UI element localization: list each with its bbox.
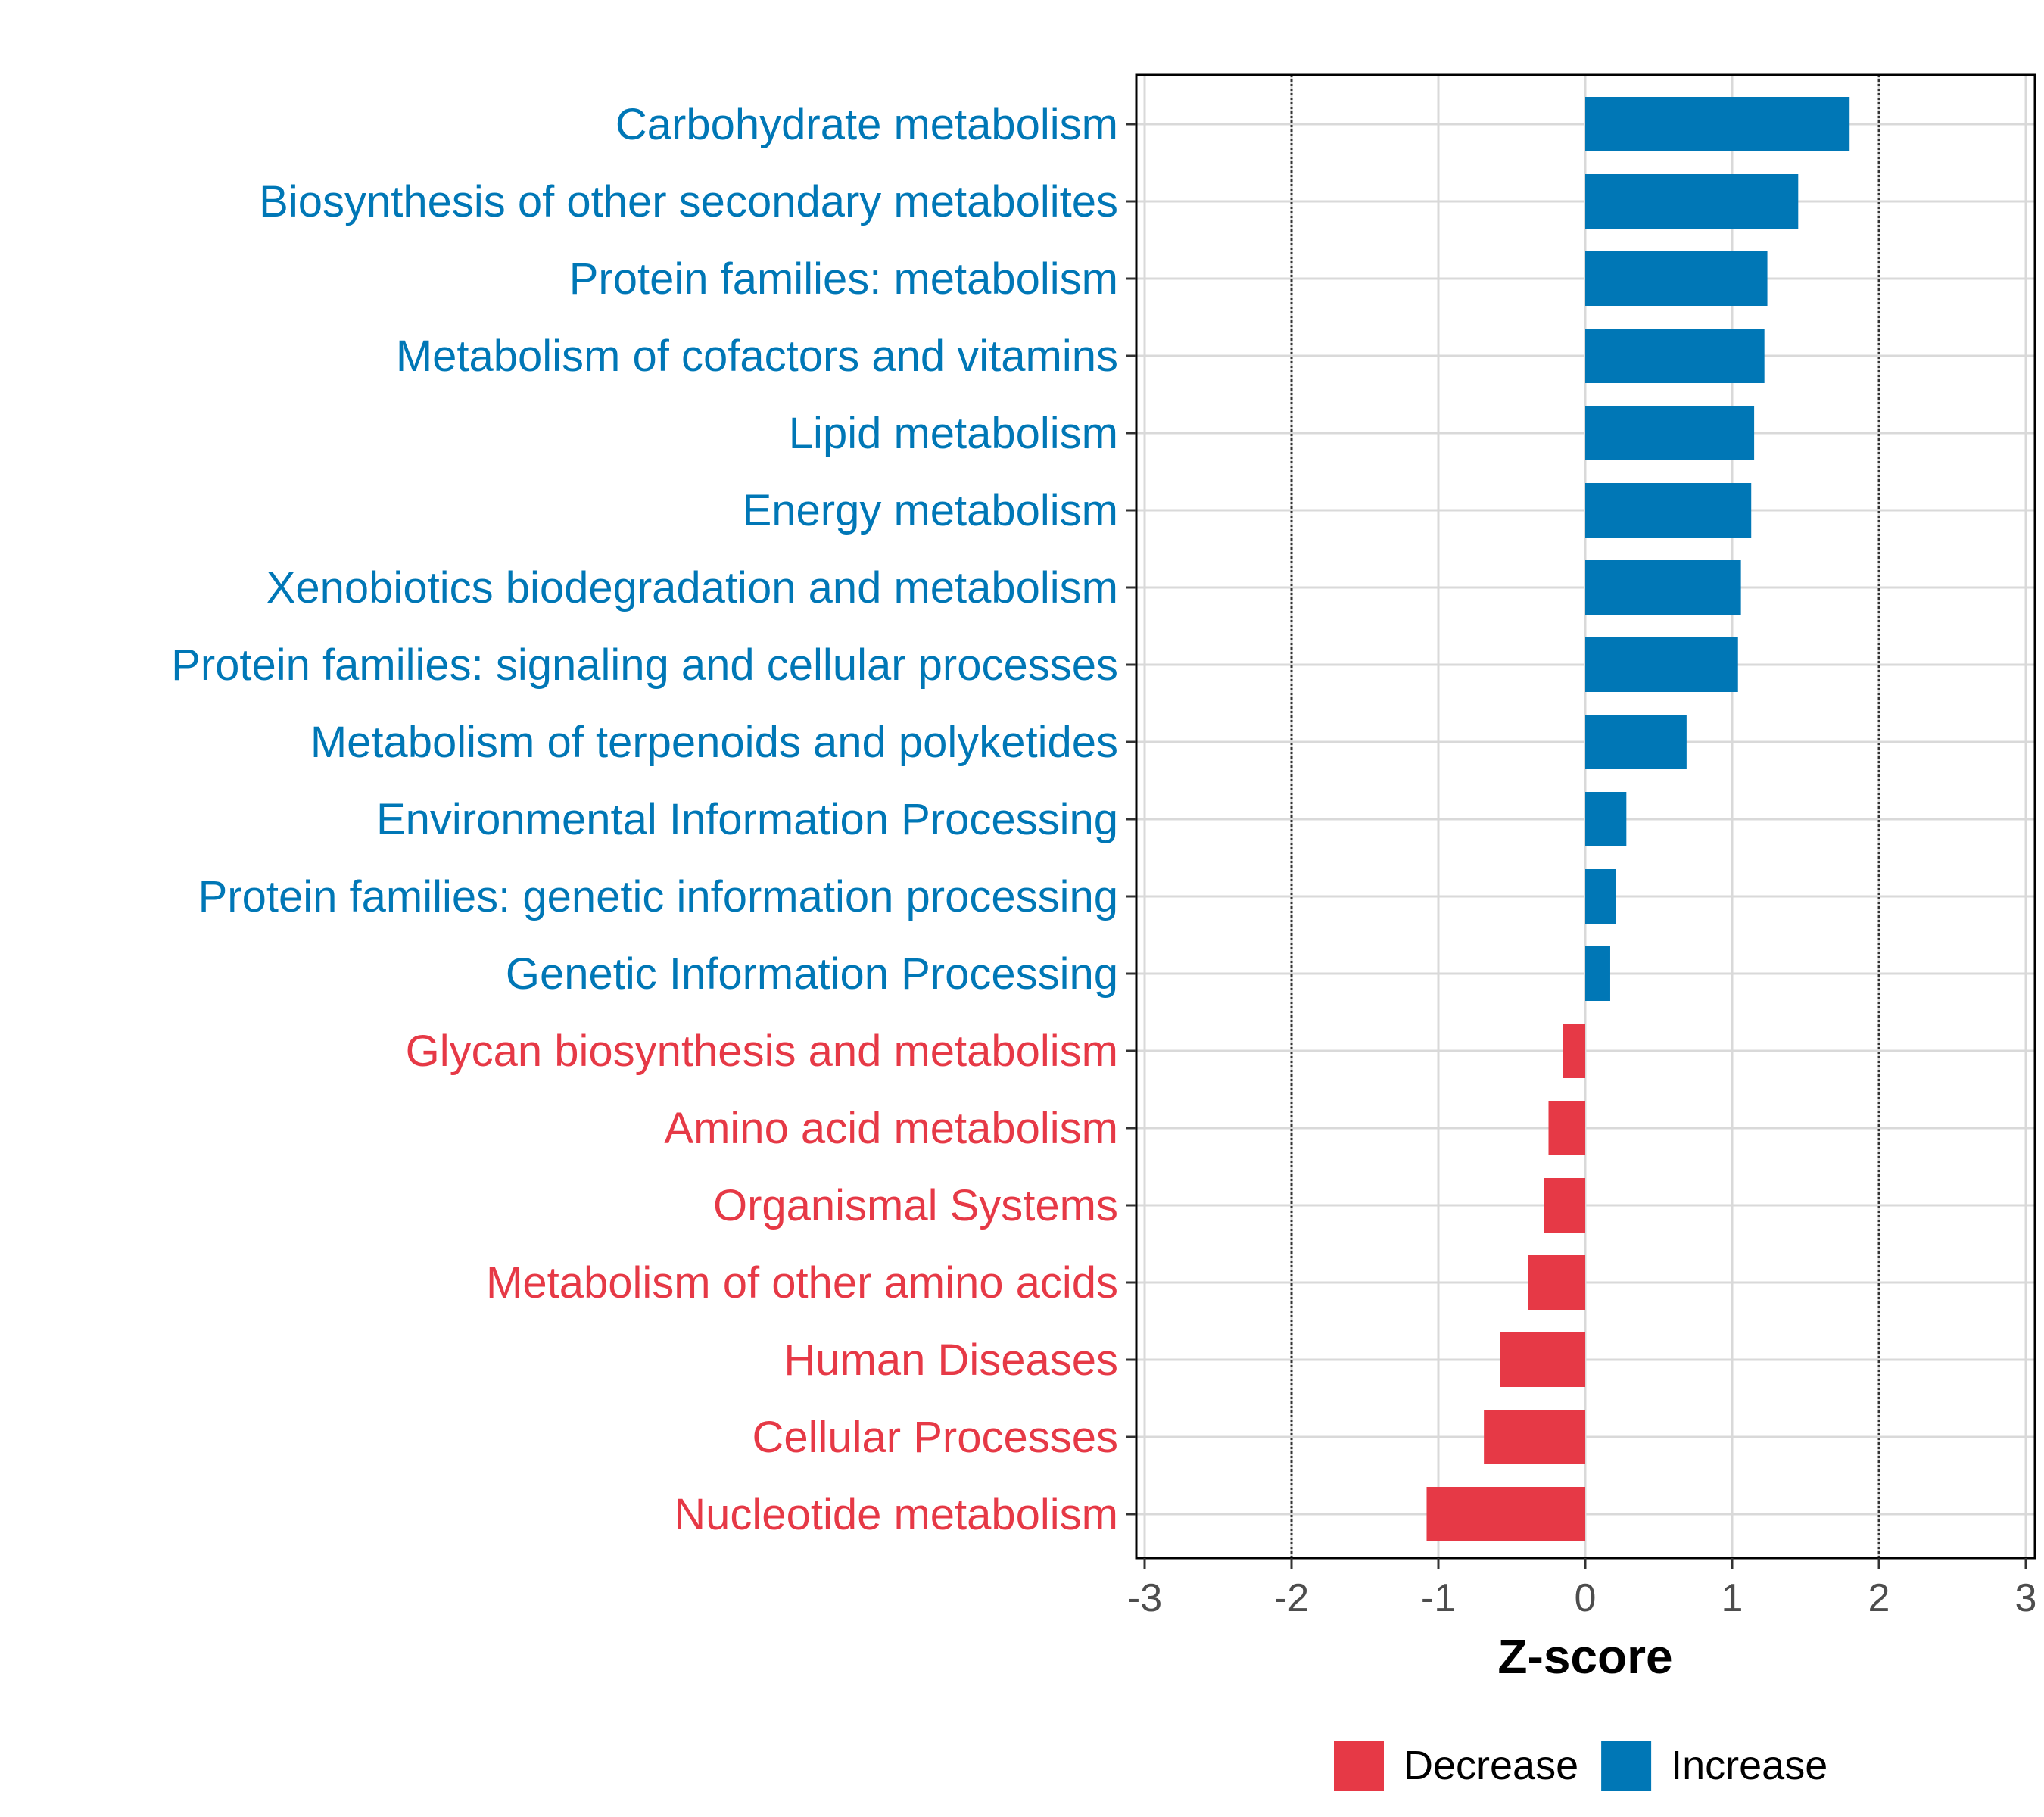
- category-label: Lipid metabolism: [789, 409, 1118, 458]
- bar: [1585, 560, 1741, 615]
- bar: [1484, 1410, 1585, 1464]
- bar: [1585, 715, 1687, 769]
- x-tick-label: -1: [1421, 1576, 1456, 1620]
- category-label: Energy metabolism: [743, 486, 1118, 535]
- category-label: Protein families: genetic information pr…: [198, 872, 1118, 921]
- category-label: Carbohydrate metabolism: [615, 100, 1118, 149]
- bar: [1585, 406, 1755, 460]
- bar: [1585, 792, 1627, 846]
- legend: Decrease Increase: [1334, 1741, 1827, 1791]
- x-tick-label: 3: [2015, 1576, 2037, 1620]
- x-axis-ticks: -3 -2 -1 0 1 2 3: [1127, 1558, 2037, 1620]
- x-tick-label: 1: [1722, 1576, 1743, 1620]
- category-label: Metabolism of terpenoids and polyketides: [310, 718, 1118, 767]
- legend-swatch: [1334, 1741, 1384, 1791]
- bar: [1500, 1332, 1585, 1387]
- bar: [1585, 251, 1768, 306]
- category-label: Glycan biosynthesis and metabolism: [406, 1027, 1118, 1076]
- bar: [1585, 329, 1765, 383]
- category-label: Amino acid metabolism: [664, 1104, 1118, 1153]
- category-label: Metabolism of cofactors and vitamins: [396, 332, 1118, 381]
- bar: [1563, 1024, 1585, 1078]
- category-label: Environmental Information Processing: [376, 795, 1118, 844]
- reference-lines: [1290, 75, 1880, 1558]
- category-label: Organismal Systems: [713, 1181, 1118, 1230]
- x-tick-label: -3: [1127, 1576, 1162, 1620]
- bar: [1585, 946, 1610, 1001]
- bar: [1585, 483, 1752, 538]
- category-label: Protein families: metabolism: [569, 254, 1118, 304]
- category-labels: Carbohydrate metabolism Biosynthesis of o…: [171, 100, 1136, 1539]
- bar: [1528, 1255, 1585, 1310]
- bar: [1585, 869, 1616, 924]
- legend-label: Decrease: [1404, 1743, 1578, 1788]
- category-label: Genetic Information Processing: [506, 949, 1118, 999]
- bar: [1426, 1487, 1585, 1541]
- bar: [1544, 1178, 1585, 1233]
- category-label: Biosynthesis of other secondary metaboli…: [259, 177, 1118, 226]
- x-tick-label: -2: [1274, 1576, 1309, 1620]
- bar: [1548, 1101, 1585, 1155]
- x-axis-title: Z-score: [1497, 1629, 1672, 1684]
- category-label: Protein families: signaling and cellular…: [171, 640, 1118, 690]
- legend-swatch: [1601, 1741, 1652, 1791]
- legend-label: Increase: [1671, 1743, 1827, 1788]
- bar: [1585, 174, 1799, 229]
- bar: [1585, 637, 1738, 692]
- category-label: Xenobiotics biodegradation and metabolis…: [266, 563, 1118, 612]
- bar: [1585, 97, 1850, 151]
- x-tick-label: 0: [1575, 1576, 1597, 1620]
- x-tick-label: 2: [1868, 1576, 1890, 1620]
- category-label: Cellular Processes: [752, 1413, 1118, 1462]
- category-label: Metabolism of other amino acids: [486, 1258, 1118, 1307]
- category-label: Nucleotide metabolism: [674, 1490, 1118, 1539]
- bars: [1426, 97, 1850, 1541]
- category-label: Human Diseases: [784, 1335, 1118, 1385]
